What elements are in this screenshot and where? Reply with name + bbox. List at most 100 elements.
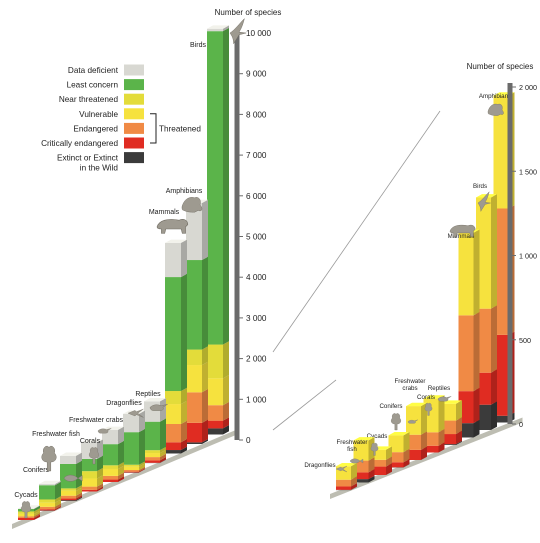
chart1-seg-freshwater-fish-critically-endangered [60, 499, 76, 501]
chart1-seg-mammals-endangered [165, 424, 181, 442]
chart2-category-label-freshwater-fish-line2: fish [347, 446, 357, 453]
chart1-y-tick-label-4: 4 000 [246, 273, 267, 282]
chart1-seg-birds-vulnerable-side [223, 375, 229, 405]
chart1-category-label-cycads: Cycads [14, 492, 38, 499]
chart1-category-label-dragonflies: Dragonflies [106, 400, 142, 407]
right-amphibians-icon [488, 104, 504, 116]
legend-label-vulnerable: Vulnerable [79, 110, 118, 119]
chart2-y-tick-label-4: 2 000 [519, 83, 537, 92]
chart1-seg-freshwater-fish-data-deficient [60, 456, 76, 464]
right-conifers-icon [391, 413, 401, 430]
chart1-seg-freshwater-crabs-least-concern-side [118, 441, 124, 465]
chart2-seg-birds-endangered-side [491, 305, 497, 372]
chart1-seg-freshwater-crabs-endangered [102, 476, 118, 480]
chart1-seg-corals-near-threatened [81, 471, 97, 478]
chart1-seg-mammals-least-concern [165, 277, 181, 391]
chart1-seg-corals-vulnerable [81, 478, 97, 486]
legend-label-extinct: Extinct or Extinct [57, 154, 119, 163]
chart1-seg-conifers-endangered [39, 507, 55, 509]
chart1-seg-freshwater-crabs-near-threatened [102, 465, 118, 469]
chart2-category-label-freshwater-crabs: Freshwater [395, 378, 426, 385]
legend-label-least-concern: Least concern [67, 81, 119, 90]
chart2-seg-conifers-vulnerable-side [404, 432, 410, 452]
chart1-seg-birds-data-deficient [207, 29, 223, 31]
chart2-seg-mammals-critically-endangered-side [474, 388, 480, 423]
chart1-seg-freshwater-crabs-critically-endangered [102, 480, 118, 482]
chart2-seg-reptiles-vulnerable-side [456, 400, 462, 420]
chart1-seg-amphibians-extinct [186, 442, 202, 444]
chart1-y-tick-label-3: 3 000 [246, 314, 267, 323]
chart2-seg-mammals-vulnerable [459, 233, 474, 316]
chart1-y-tick-label-2: 2 000 [246, 355, 267, 364]
legend-swatch-critically-endangered [124, 138, 144, 149]
chart1-category-label-freshwater-crabs: Freshwater crabs [69, 417, 124, 424]
chart1-seg-freshwater-fish-extinct [60, 500, 76, 501]
chart1-category-label-amphibians: Amphibians [166, 188, 203, 195]
chart1-y-tick-label-7: 7 000 [246, 151, 267, 160]
chart1-category-label-reptiles: Reptiles [135, 391, 161, 398]
chart1-seg-conifers-least-concern [39, 485, 55, 499]
chart1-seg-birds-least-concern-side [223, 28, 229, 345]
chart1-seg-reptiles-critically-endangered [144, 460, 160, 462]
chart1-seg-cycads-critically-endangered [18, 518, 34, 520]
chart1-seg-freshwater-fish-vulnerable [60, 491, 76, 496]
chart1-seg-birds-near-threatened [207, 345, 223, 379]
chart1-seg-birds-extinct [207, 428, 223, 434]
chart2-bar-dragonflies [336, 463, 357, 490]
chart2-y-axis-title: Number of species [467, 62, 534, 71]
chart2-seg-dragonflies-critically-endangered [336, 486, 351, 489]
chart1-seg-freshwater-crabs-least-concern [102, 444, 118, 465]
chart1-seg-amphibians-critically-endangered-side [202, 420, 208, 443]
chart2-y-tick-label-3: 1 500 [519, 167, 537, 176]
chart1-category-label-conifers: Conifers [23, 467, 50, 474]
chart1-seg-birds-least-concern [207, 31, 223, 344]
chart1-seg-conifers-vulnerable [39, 503, 55, 507]
chart1-y-tick-label-6: 6 000 [246, 192, 267, 201]
chart1-seg-dragonflies-near-threatened [123, 465, 139, 467]
legend-swatch-vulnerable [124, 108, 144, 119]
legend-label-extinct-line2: in the Wild [80, 164, 119, 173]
chart1-seg-mammals-data-deficient-side [181, 240, 187, 277]
chart1-y-tick-label-0: 0 [246, 436, 251, 445]
chart1-seg-amphibians-endangered-side [202, 389, 208, 423]
chart1-seg-amphibians-least-concern-side [202, 257, 208, 350]
legend-swatch-data-deficient [124, 65, 144, 76]
legend-label-critically-endangered: Critically endangered [41, 139, 118, 148]
chart1-seg-mammals-vulnerable [165, 404, 181, 424]
chart2-seg-mammals-vulnerable-side [474, 229, 480, 315]
chart1-seg-freshwater-crabs-vulnerable [102, 469, 118, 476]
threatened-bracket [150, 114, 156, 143]
chart1-y-tick-label-10: 10 000 [246, 29, 271, 38]
chart1-category-label-mammals: Mammals [149, 209, 180, 216]
chart1-seg-birds-near-threatened-side [223, 341, 229, 378]
chart2-seg-birds-critically-endangered-side [491, 369, 497, 404]
chart1-seg-reptiles-data-deficient [144, 401, 160, 421]
chart2-y-tick-label-0: 0 [519, 420, 523, 429]
chart1-seg-mammals-least-concern-side [181, 274, 187, 391]
chart1-bar-dragonflies [123, 411, 145, 473]
chart1-seg-amphibians-near-threatened [186, 350, 202, 365]
chart1-seg-freshwater-fish-near-threatened [60, 488, 76, 490]
chart2-seg-mammals-endangered-side [474, 312, 480, 391]
chart1-y-tick-label-1: 1 000 [246, 395, 267, 404]
chart1-bar-mammals [165, 240, 187, 454]
chart1-bar-freshwater-crabs [102, 427, 124, 482]
chart1-seg-amphibians-data-deficient-side [202, 200, 208, 260]
threatened-label: Threatened [159, 124, 201, 133]
chart1-bar-corals [81, 439, 103, 491]
chart1-seg-dragonflies-least-concern [123, 432, 139, 465]
chart2-y-tick-label-2: 1 000 [519, 252, 537, 261]
chart1-seg-freshwater-fish-least-concern-side [76, 461, 82, 489]
chart1-bar-amphibians [186, 200, 208, 444]
chart1-seg-amphibians-endangered [186, 392, 202, 423]
chart1-seg-amphibians-vulnerable-side [202, 362, 208, 393]
chart1-seg-corals-critically-endangered [81, 490, 97, 492]
zoom-connector-bottom [273, 380, 336, 430]
chart1-seg-mammals-extinct [165, 450, 181, 453]
chart2-category-label-amphibians: Amphibians [479, 93, 511, 100]
zoom-connector-top [273, 111, 440, 352]
chart1-seg-reptiles-least-concern-side [160, 418, 166, 450]
legend-label-data-deficient: Data deficient [68, 66, 119, 75]
